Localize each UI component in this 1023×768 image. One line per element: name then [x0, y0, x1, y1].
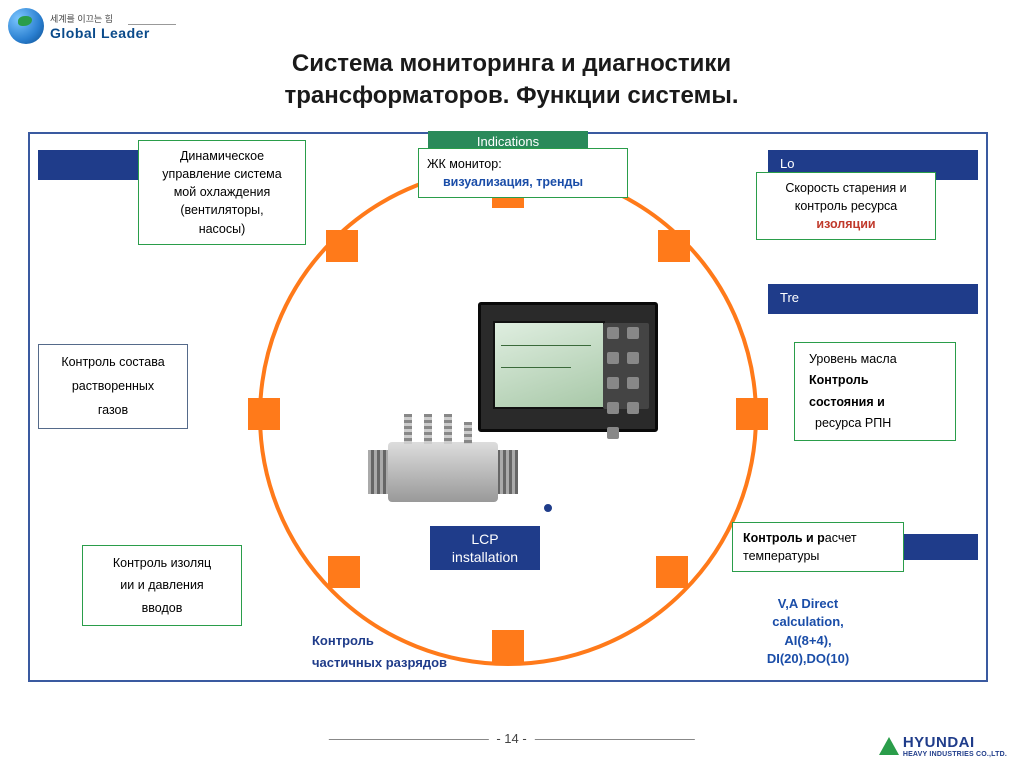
aging-hl: изоляции	[816, 217, 875, 231]
calc-l3: AI(8+4),	[784, 633, 831, 648]
box-lcd: ЖК монитор: визуализация, тренды	[418, 148, 628, 198]
temp-b: Контроль и р	[743, 531, 825, 545]
title-line2: трансформаторов. Функции системы.	[284, 82, 738, 109]
brand-korean: 세계를 이끄는 힘	[50, 12, 150, 25]
calc-l2: calculation,	[772, 614, 844, 629]
box-aging: Скорость старения и контроль ресурса изо…	[756, 172, 936, 240]
bush-l3: вводов	[142, 601, 183, 615]
box-bushing: Контроль изоляц ии и давления вводов	[82, 545, 242, 627]
connector-dot	[542, 502, 554, 514]
page-number: - 14 -	[496, 731, 526, 746]
cooling-l5: насосы)	[199, 222, 246, 236]
ring-node-top-left	[326, 230, 358, 262]
aging-l2: контроль ресурса	[795, 199, 898, 213]
oil-l2: ресурса РПН	[809, 416, 891, 430]
pd-l2: частичных разрядов	[312, 655, 447, 670]
tf-bushing-1	[404, 414, 412, 444]
ring-node-bot-right	[656, 556, 688, 588]
calc-l4: DI(20),DO(10)	[767, 651, 849, 666]
globe-icon	[8, 8, 44, 44]
oil-l1: Уровень масла	[809, 352, 897, 366]
bush-l2: ии и давления	[120, 578, 203, 592]
temp-l1: асчет	[825, 531, 857, 545]
pd-l1: Контроль	[312, 633, 374, 648]
cooling-l2: управление система	[162, 167, 281, 181]
cooling-l4: (вентиляторы,	[180, 203, 263, 217]
bg-strip-right-2: Tre	[768, 284, 978, 314]
gas-l2: растворенных	[72, 379, 154, 393]
transformer-icon	[368, 392, 518, 502]
hyundai-main: HYUNDAI	[903, 734, 1007, 751]
brand-main: Global Leader	[50, 25, 150, 41]
relay-keypad	[603, 323, 649, 409]
oil-b2: состояния и	[809, 395, 885, 409]
calc-l1: V,A Direct	[778, 596, 838, 611]
hyundai-text: HYUNDAI HEAVY INDUSTRIES CO.,LTD.	[903, 734, 1007, 758]
page-title: Система мониторинга и диагностики трансф…	[122, 48, 902, 113]
lcd-label: ЖК монитор:	[427, 157, 502, 171]
label-pd: Контроль частичных разрядов	[312, 630, 522, 674]
hyundai-logo: HYUNDAI HEAVY INDUSTRIES CO.,LTD.	[879, 734, 1007, 758]
hyundai-sub: HEAVY INDUSTRIES CO.,LTD.	[903, 751, 1007, 758]
box-oil: Уровень масла Контроль состояния и ресур…	[794, 342, 956, 441]
gas-l1: Контроль состава	[61, 355, 164, 369]
oil-b1: Контроль	[809, 373, 869, 387]
hyundai-triangle-icon	[879, 737, 899, 755]
brand-divider	[128, 24, 176, 25]
lcp-badge: LCP installation	[430, 526, 540, 570]
tf-bushing-3	[444, 414, 452, 444]
tf-bushing-4	[464, 422, 472, 444]
ring-node-bot-left	[328, 556, 360, 588]
aging-l1: Скорость старения и	[785, 181, 906, 195]
cooling-l1: Динамическое	[180, 149, 264, 163]
gas-l3: газов	[98, 403, 128, 417]
box-cooling: Динамическое управление система мой охла…	[138, 140, 306, 245]
diagram-frame: Indications Lo Tre Динамическое управлен…	[28, 132, 988, 682]
ring-node-left	[248, 398, 280, 430]
bg-strip-left	[38, 150, 148, 180]
cooling-l3: мой охлаждения	[174, 185, 271, 199]
lcp-l1: LCP	[471, 531, 498, 547]
ring-node-top-right	[658, 230, 690, 262]
temp-l2: температуры	[743, 549, 819, 563]
box-temp: Контроль и расчет температуры	[732, 522, 904, 572]
device-group	[358, 302, 658, 512]
bush-l1: Контроль изоляц	[113, 556, 211, 570]
ring-node-right	[736, 398, 768, 430]
tf-body	[388, 442, 498, 502]
title-line1: Система мониторинга и диагностики	[292, 50, 731, 77]
calc-text: V,A Direct calculation, AI(8+4), DI(20),…	[738, 595, 878, 668]
lcp-l2: installation	[452, 549, 518, 565]
header-logo: 세계를 이끄는 힘 Global Leader	[8, 8, 150, 44]
lcd-highlight: визуализация, тренды	[427, 175, 583, 189]
box-gas: Контроль состава растворенных газов	[38, 344, 188, 429]
brand-text: 세계를 이끄는 힘 Global Leader	[50, 12, 150, 41]
tf-bushing-2	[424, 414, 432, 444]
